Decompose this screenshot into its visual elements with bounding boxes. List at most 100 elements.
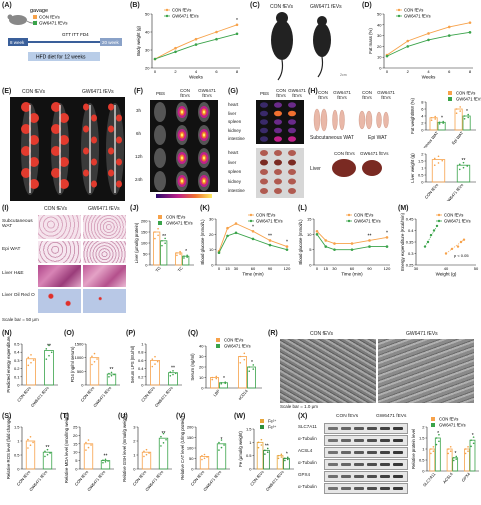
chart-h1-bar bbox=[437, 121, 446, 131]
mri-fat-signal bbox=[83, 147, 89, 155]
ivis-row-12h: 12h bbox=[135, 154, 143, 159]
chart-h1-y-tick-label: 6 bbox=[421, 107, 424, 112]
panel-g: (G) PBS CON fEVs GW6471 fEVs heart liver s… bbox=[226, 88, 306, 203]
chart-d-legend-label: CON fEVs bbox=[404, 8, 423, 13]
chart-t-significance: ** bbox=[104, 454, 108, 460]
chart-l-data-point bbox=[350, 242, 354, 245]
tissue-col-1: CON fEVs bbox=[318, 90, 328, 100]
panel-h: (H) CON fEVs GW6471 fEVs CON fEVs GW6471… bbox=[306, 88, 481, 203]
chart-j-dot bbox=[161, 240, 163, 242]
chart-o-y-tick-label: 1500 bbox=[75, 342, 85, 347]
chart-k-series-line bbox=[218, 223, 288, 252]
chart-v-dot bbox=[201, 454, 203, 457]
chart-q-dot bbox=[248, 366, 251, 368]
chart-m-legend-marker bbox=[437, 219, 441, 223]
chart-h1-significance: * bbox=[466, 109, 468, 115]
chart-v-dot bbox=[201, 458, 203, 461]
chart-t-bar bbox=[83, 443, 94, 470]
wb-band-label: α-Tubulin bbox=[298, 484, 317, 489]
legend-swatch-gw bbox=[33, 21, 37, 25]
chart-m-data-point bbox=[456, 245, 460, 248]
panel-letter: (T) bbox=[60, 413, 69, 420]
chart-k-significance: * bbox=[252, 224, 254, 230]
chart-w-significance: ** bbox=[265, 443, 269, 449]
chart-s-bar bbox=[25, 440, 36, 470]
ivis-signals bbox=[154, 102, 212, 198]
panel-letter: (R) bbox=[268, 330, 278, 337]
chart-l-legend-marker bbox=[347, 219, 351, 223]
chart-p-dot bbox=[169, 371, 172, 373]
panel-letter: (N) bbox=[2, 330, 12, 337]
chart-s-x-tick-label: GW6471 fEVs bbox=[28, 469, 48, 492]
chart-m-y-label: Energy expenditure (Kcal/min) bbox=[400, 213, 405, 271]
chart-h1-dot bbox=[442, 122, 444, 124]
chart-x-dot bbox=[430, 452, 432, 455]
chart-t-dot bbox=[90, 444, 92, 446]
chart-h1-dot bbox=[467, 116, 469, 119]
chart-q-significance: * bbox=[251, 360, 253, 366]
mri-fat-signal bbox=[116, 180, 122, 188]
chart-q-dot bbox=[243, 358, 246, 361]
chart-h1-dot bbox=[459, 106, 461, 108]
mri-fat-signal bbox=[51, 124, 61, 134]
chart-k-data-point bbox=[268, 239, 272, 242]
chart-p-x-tick-label: GW6471 fEVs bbox=[154, 385, 174, 408]
wb-band bbox=[380, 487, 390, 490]
chart-s-y-tick-label: 1.5 bbox=[14, 425, 20, 430]
histo-oro-gw bbox=[83, 289, 126, 313]
gsh-chart: 0 1 2 3 Relative GSH level (mmol/g weight) CO… bbox=[122, 414, 172, 492]
chart-x-bar bbox=[452, 457, 459, 472]
chart-b-x-label: Weeks bbox=[189, 75, 203, 80]
chart-x-bar bbox=[434, 437, 441, 472]
panel-letter: (Q) bbox=[188, 330, 199, 337]
ivis-signal-peak bbox=[202, 110, 206, 114]
chart-b-data-point bbox=[235, 32, 239, 36]
chart-d-series-line bbox=[386, 31, 471, 57]
chart-s-bar bbox=[42, 451, 53, 470]
organ-signal bbox=[274, 136, 282, 142]
chart-h1-x-tick-label: Epi WAT bbox=[451, 130, 465, 145]
organ-signal bbox=[260, 136, 268, 142]
chart-t-dot bbox=[102, 459, 104, 461]
chart-u-y-tick-label: 3 bbox=[133, 425, 136, 430]
panel-a: (A) gavage CON fEVs GW6471 fEVs 8 week G… bbox=[0, 0, 130, 85]
mri-fat-signal bbox=[21, 102, 31, 112]
chart-h2-dot bbox=[441, 159, 444, 162]
chart-h1-dot bbox=[438, 123, 441, 125]
chart-d-y-tick-label: 20 bbox=[377, 44, 382, 49]
chart-b-significance: * bbox=[236, 18, 238, 24]
chart-k-x-tick-label: 15 bbox=[225, 266, 230, 271]
chart-h1-dot bbox=[430, 116, 433, 119]
chart-o-x-tick-label: CON fEVs bbox=[80, 385, 96, 402]
chart-u-dot bbox=[148, 452, 150, 454]
chart-x-dot bbox=[452, 457, 455, 459]
ivis-row-6h: 6h bbox=[136, 131, 142, 136]
panel-letter: (L) bbox=[298, 205, 307, 212]
ivis-signal-peak bbox=[180, 133, 184, 137]
chart-d-x-label: Weeks bbox=[422, 75, 436, 80]
chart-d-x-tick-label: 2 bbox=[407, 69, 410, 74]
organ-photo-label: intestine bbox=[228, 188, 245, 193]
organ-photo-item bbox=[274, 159, 282, 166]
panel-letter: (P) bbox=[126, 330, 136, 337]
chart-s-dot bbox=[32, 441, 34, 444]
chart-v-y-tick-label: 100 bbox=[187, 446, 194, 451]
wb-band bbox=[380, 475, 390, 478]
mri-fat-signal bbox=[59, 135, 69, 145]
panel-n: (N) 0 0.1 0.2 0.3 0.4 0.5 Predicted energy exp… bbox=[0, 330, 62, 412]
chart-k-x-label: Time (min) bbox=[242, 272, 264, 277]
chart-u-dot bbox=[165, 438, 167, 441]
chart-l-data-point bbox=[385, 245, 389, 248]
organ-photo-item bbox=[260, 188, 268, 194]
chart-h2-bar bbox=[456, 164, 471, 183]
chart-x-legend-label: CON fEVs bbox=[439, 417, 458, 422]
panel-letter: (I) bbox=[2, 205, 9, 212]
chart-l-data-point bbox=[315, 229, 319, 233]
wb-band-strip bbox=[324, 435, 408, 446]
chart-u-bar bbox=[158, 437, 169, 470]
chart-l-series-line bbox=[316, 230, 388, 244]
chart-d-data-point bbox=[406, 45, 410, 48]
panel-t: (T) 0 5 10 15 20 25 Relative MDA level (nmol/m… bbox=[58, 412, 116, 500]
chart-o-dot bbox=[93, 360, 96, 363]
